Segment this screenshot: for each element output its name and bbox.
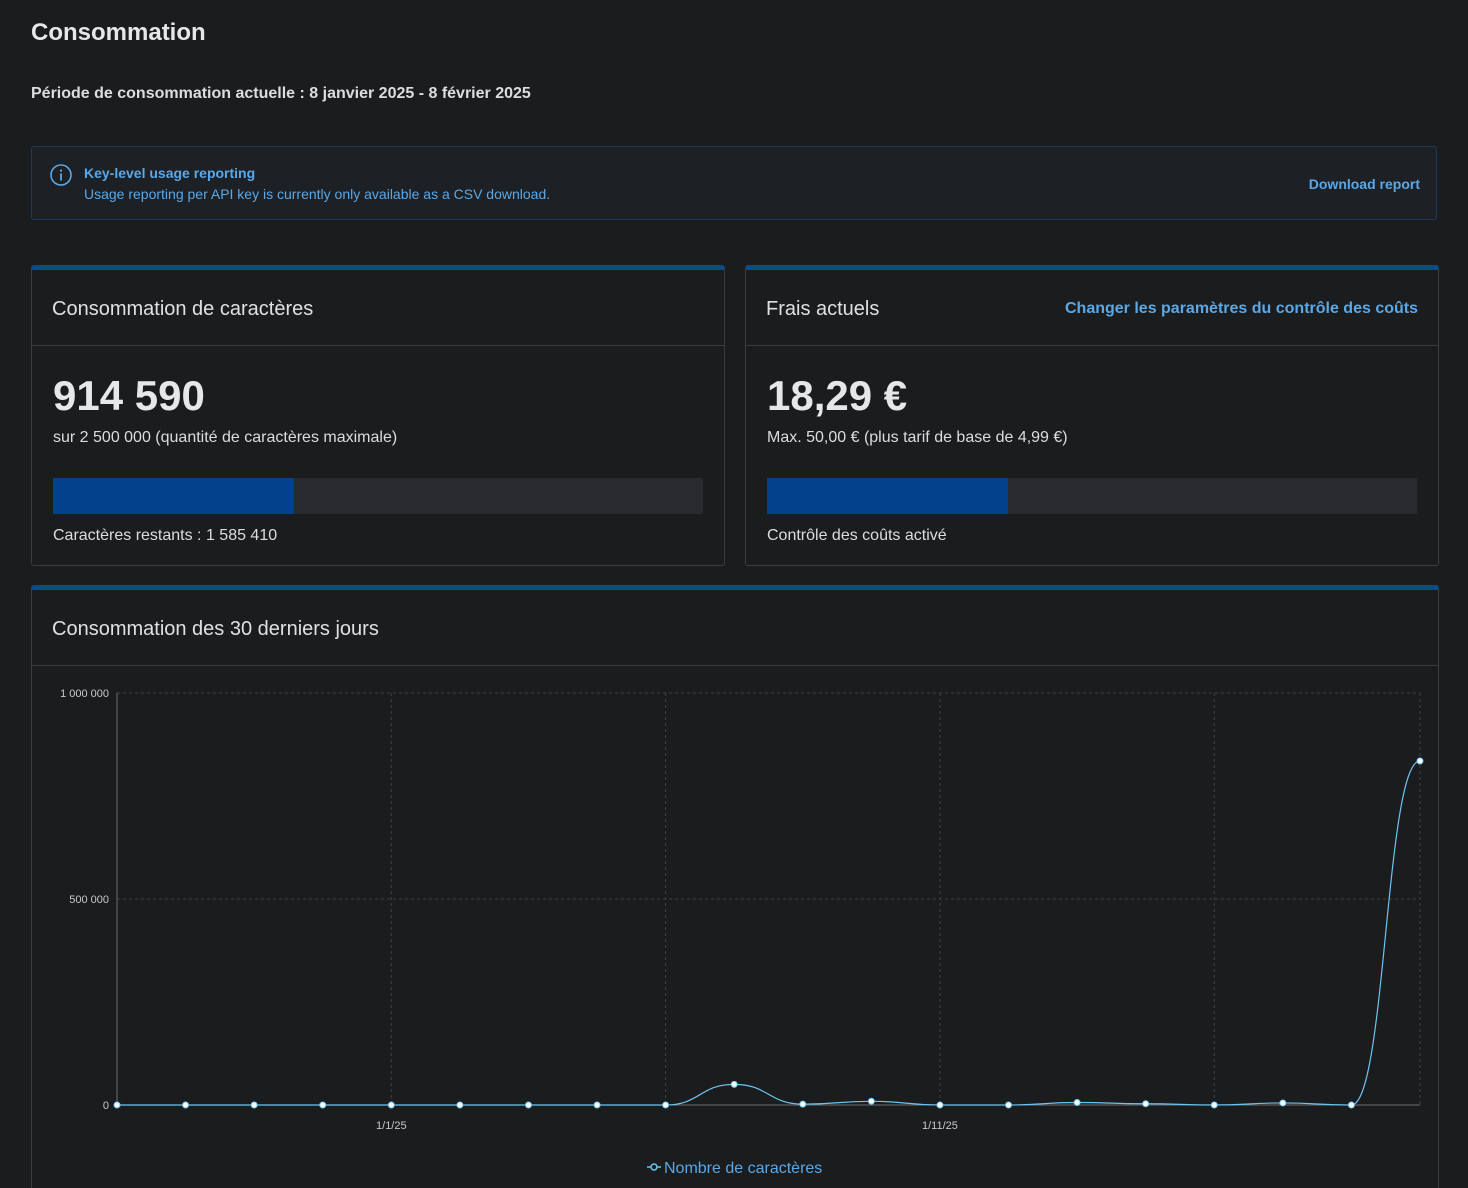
data-point <box>593 1101 601 1109</box>
data-point <box>1073 1099 1081 1107</box>
y-tick-label: 500 000 <box>69 894 109 906</box>
data-point <box>1005 1101 1013 1109</box>
usage-chart-header: Consommation des 30 derniers jours <box>32 590 1438 666</box>
characters-used-value: 914 590 <box>53 372 205 419</box>
info-banner-text: Usage reporting per API key is currently… <box>84 186 551 202</box>
data-point <box>799 1100 807 1108</box>
series-line <box>117 760 1421 1106</box>
page-title: Consommation <box>31 19 206 46</box>
info-banner-title: Key-level usage reporting <box>84 165 256 181</box>
usage-chart: 0 500 000 1 000 000 1/1/25 1/11/25 Nombre de … <box>60 688 1424 1177</box>
y-tick-label: 0 <box>103 1100 109 1112</box>
costs-progress-fill <box>767 478 1008 514</box>
legend-marker-icon <box>650 1163 658 1171</box>
characters-remaining-text: Caractères restants : 1 585 410 <box>53 527 278 544</box>
data-point <box>113 1101 121 1109</box>
data-point <box>1142 1100 1150 1108</box>
usage-chart-area: 0 500 000 1 000 000 1/1/25 1/11/25 Nombre de … <box>32 666 1438 1188</box>
y-tick-label: 1 000 000 <box>60 688 109 700</box>
data-point <box>182 1101 190 1109</box>
data-point <box>1416 757 1424 765</box>
characters-quota-text: sur 2 500 000 (quantité de caractères ma… <box>53 429 398 446</box>
data-point <box>456 1101 464 1109</box>
data-point <box>524 1101 532 1109</box>
data-point <box>1210 1101 1218 1109</box>
x-tick-label: 1/1/25 <box>376 1120 407 1132</box>
data-point <box>319 1101 327 1109</box>
characters-progress-bar <box>53 478 703 514</box>
data-point <box>387 1101 395 1109</box>
info-banner: Key-level usage reporting Usage reportin… <box>31 146 1437 220</box>
usage-chart-title: Consommation des 30 derniers jours <box>52 618 379 640</box>
data-point <box>250 1101 258 1109</box>
legend-label: Nombre de caractères <box>664 1160 822 1177</box>
data-point <box>1279 1099 1287 1107</box>
data-point <box>867 1097 875 1105</box>
billing-period: Période de consommation actuelle : 8 jan… <box>31 85 531 102</box>
data-point <box>730 1080 738 1088</box>
costs-card: Frais actuels Changer les paramètres du … <box>745 265 1439 566</box>
costs-card-header: Frais actuels Changer les paramètres du … <box>746 270 1438 346</box>
characters-card-title: Consommation de caractères <box>52 298 314 320</box>
characters-card-header: Consommation de caractères <box>32 270 724 346</box>
info-icon <box>50 164 72 186</box>
characters-card: Consommation de caractères 914 590 sur 2… <box>31 265 725 566</box>
data-point <box>662 1101 670 1109</box>
usage-chart-card: Consommation des 30 derniers jours 0 500 … <box>31 585 1439 1188</box>
x-tick-label: 1/11/25 <box>922 1120 958 1132</box>
characters-progress-fill <box>53 478 294 514</box>
data-point <box>936 1101 944 1109</box>
cost-max-text: Max. 50,00 € (plus tarif de base de 4,99… <box>767 429 1068 446</box>
costs-card-title: Frais actuels <box>766 298 880 320</box>
current-cost-value: 18,29 € <box>767 372 908 419</box>
cost-control-status-text: Contrôle des coûts activé <box>767 527 947 544</box>
data-point <box>1347 1101 1355 1109</box>
download-report-link[interactable]: Download report <box>1308 176 1420 192</box>
costs-progress-bar <box>767 478 1417 514</box>
cost-control-settings-link[interactable]: Changer les paramètres du contrôle des c… <box>1065 300 1418 317</box>
